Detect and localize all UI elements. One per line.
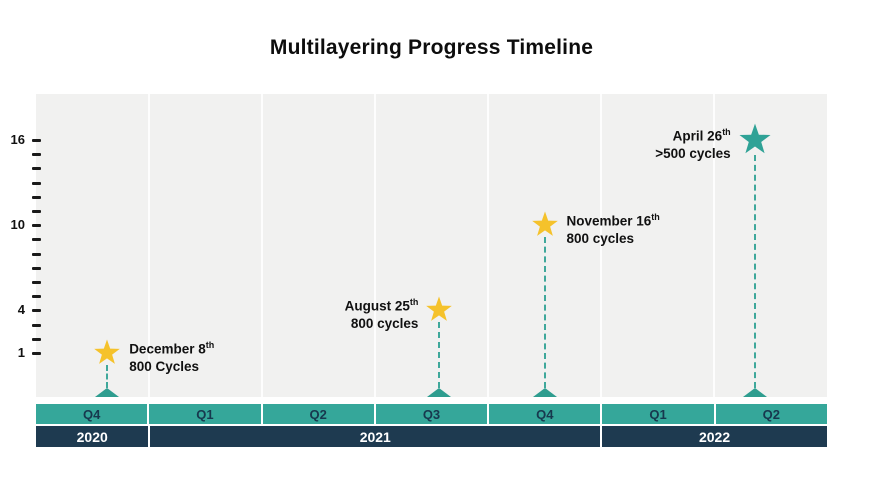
milestone-label: December 8th 800 Cycles xyxy=(129,337,214,375)
year-cell: 2020 xyxy=(36,426,149,447)
milestone-label: November 16th 800 cycles xyxy=(567,209,660,247)
milestone-dashed-line xyxy=(753,155,756,388)
y-axis-tick-label: 1 xyxy=(17,345,25,360)
year-cell: 2021 xyxy=(150,426,601,447)
y-axis-tick xyxy=(32,181,41,185)
y-axis-tick-label: 4 xyxy=(17,302,25,318)
milestone-triangle-icon xyxy=(427,388,452,397)
y-axis-tick xyxy=(32,139,41,142)
quarter-cell: Q4 xyxy=(36,404,148,424)
quarter-cell: Q1 xyxy=(149,404,261,424)
milestone-label: August 25th 800 cycles xyxy=(345,294,419,332)
milestone-star-icon xyxy=(93,339,121,372)
y-axis-tick xyxy=(32,281,41,284)
milestone-triangle-icon xyxy=(95,388,120,397)
quarter-bar: Q4 Q1 Q2 Q3 Q4 Q1 Q2 xyxy=(36,404,827,424)
quarter-cell: Q3 xyxy=(375,404,488,424)
milestone-star-icon xyxy=(531,211,559,244)
y-axis-tick xyxy=(32,309,41,313)
milestone-cycles: 800 cycles xyxy=(566,230,635,246)
milestone-date: August 25th xyxy=(344,297,419,314)
milestone-dashed-line xyxy=(106,365,109,388)
milestone-dashed-line xyxy=(543,237,546,388)
y-axis-tick xyxy=(32,224,41,228)
milestone-star-icon xyxy=(738,123,772,162)
milestone-triangle-icon xyxy=(532,388,557,397)
quarter-gridline xyxy=(713,94,715,397)
milestone-date: December 8th xyxy=(129,340,215,357)
y-axis-tick xyxy=(32,295,41,299)
milestone-star-icon xyxy=(425,296,453,329)
y-axis-tick xyxy=(32,266,41,270)
quarter-cell: Q2 xyxy=(262,404,374,424)
year-cell: 2022 xyxy=(602,426,827,447)
quarter-gridline xyxy=(374,94,376,397)
y-axis-tick xyxy=(32,238,41,242)
plot-area xyxy=(36,94,827,397)
milestone-dashed-line xyxy=(438,322,441,388)
milestone-cycles: >500 cycles xyxy=(655,145,731,161)
quarter-cell: Q4 xyxy=(489,404,601,424)
quarter-gridline xyxy=(261,94,263,397)
y-axis-tick-label: 10 xyxy=(10,217,25,233)
quarter-gridline xyxy=(148,94,150,397)
y-axis-tick xyxy=(32,153,41,157)
chart-title: Multilayering Progress Timeline xyxy=(269,36,594,59)
y-axis-tick xyxy=(32,337,41,341)
milestone-date: November 16th xyxy=(566,212,660,229)
y-axis-tick xyxy=(32,167,41,171)
y-axis-tick xyxy=(32,323,41,327)
quarter-gridline xyxy=(487,94,489,397)
quarter-cell: Q2 xyxy=(715,404,827,424)
year-bar: 2020 2021 2022 xyxy=(36,426,827,447)
y-axis-tick-label: 16 xyxy=(10,132,25,147)
y-axis-tick xyxy=(32,195,41,199)
y-axis-tick xyxy=(32,252,41,256)
milestone-label: April 26th >500 cycles xyxy=(655,124,730,162)
milestone-cycles: 800 cycles xyxy=(350,315,419,331)
milestone-date: April 26th xyxy=(672,127,731,144)
milestone-cycles: 800 Cycles xyxy=(129,358,199,374)
y-axis-tick xyxy=(32,352,41,355)
milestone-triangle-icon xyxy=(742,388,767,397)
y-axis-tick xyxy=(32,210,41,213)
quarter-gridline xyxy=(600,94,602,397)
quarter-cell: Q1 xyxy=(602,404,714,424)
